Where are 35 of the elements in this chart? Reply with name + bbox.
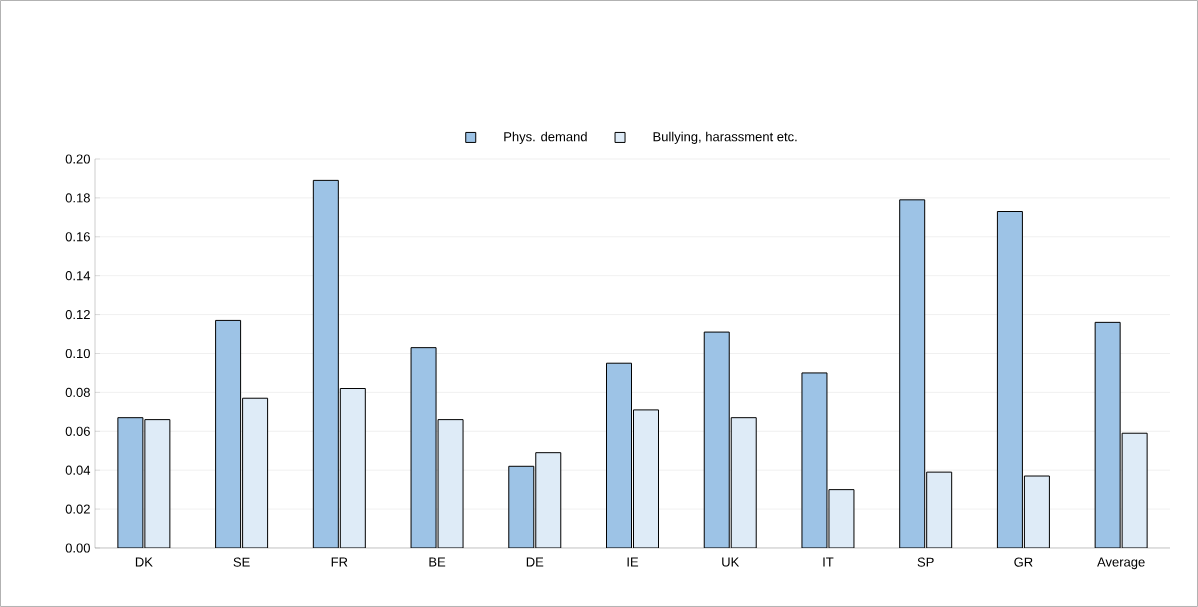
y-tick-label: 0.12	[65, 309, 90, 320]
bar	[899, 199, 926, 548]
y-tick-label: 0.14	[65, 271, 91, 281]
x-tick-label: IT	[823, 557, 834, 567]
bar	[606, 362, 633, 548]
bar	[508, 465, 535, 548]
x-tick-label: BE	[429, 557, 446, 567]
x-tick-label: DK	[135, 557, 153, 567]
bar	[117, 417, 144, 548]
y-tick-label: 0.20	[65, 154, 90, 164]
x-tick-label: Average	[1097, 557, 1145, 570]
bar	[801, 372, 828, 548]
bar	[1094, 321, 1121, 548]
x-tick-label: DE	[526, 557, 544, 567]
y-tick-label: 0.04	[65, 465, 91, 475]
y-tick-label: 0.00	[65, 543, 90, 553]
y-tick-label: 0.08	[65, 387, 90, 397]
x-tick-label: IE	[627, 557, 639, 567]
x-tick-label: FR	[331, 557, 348, 567]
bar	[996, 211, 1023, 548]
y-tick-label: 0.18	[65, 193, 90, 203]
y-tick-label: 0.02	[65, 504, 90, 514]
bar	[410, 347, 437, 548]
legend-label: Bullying, harassment etc.	[653, 131, 797, 144]
legend-label: Phys. demand	[504, 131, 587, 144]
x-tick-label: SP	[917, 557, 934, 567]
bar	[312, 179, 339, 548]
x-tick-label: GR	[1014, 557, 1033, 567]
y-tick-label: 0.06	[65, 426, 90, 436]
y-tick-label: 0.16	[65, 232, 90, 242]
x-tick-label: UK	[722, 557, 740, 567]
bar	[703, 331, 730, 548]
x-tick-label: SE	[233, 557, 250, 567]
y-tick-label: 0.10	[65, 348, 90, 359]
bar	[215, 319, 242, 548]
